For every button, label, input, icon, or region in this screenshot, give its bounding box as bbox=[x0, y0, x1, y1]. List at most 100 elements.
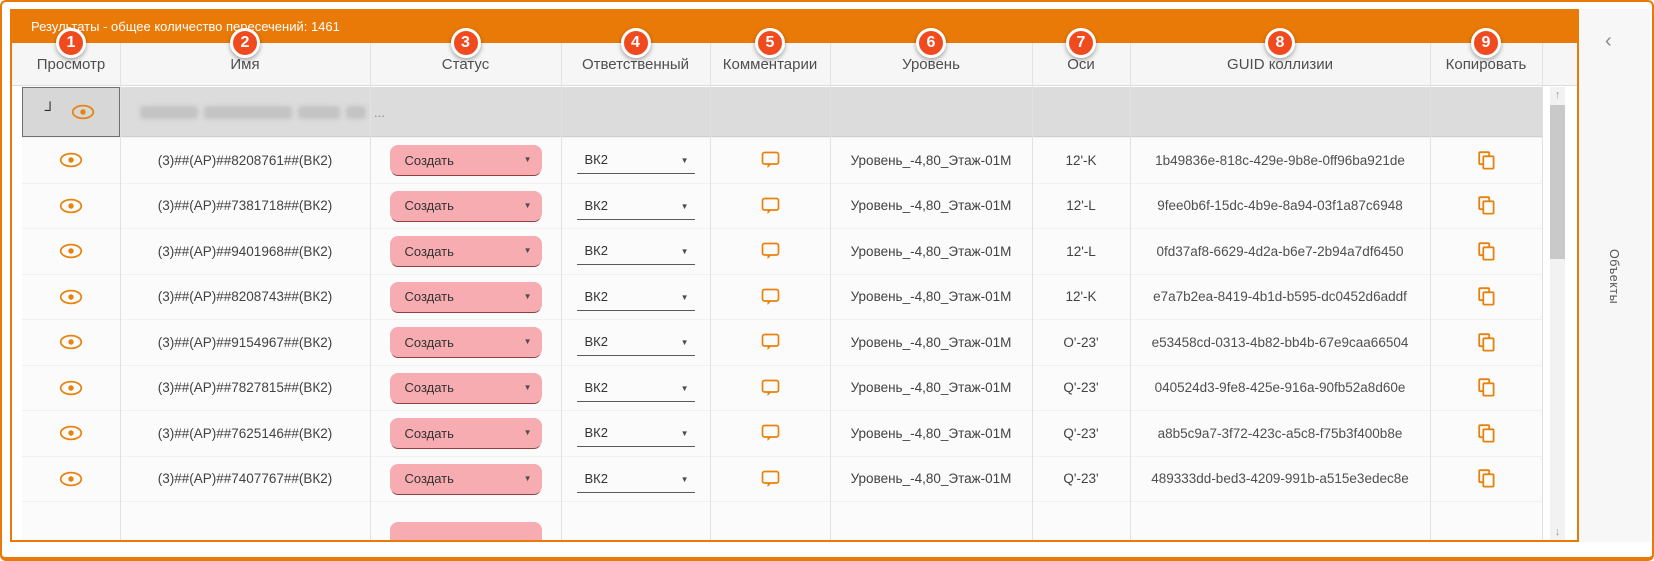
responsible-dropdown[interactable]: ВК2 ▼ bbox=[576, 374, 695, 402]
group-header-row-selected[interactable]: ┘... bbox=[22, 87, 1542, 137]
vertical-scrollbar[interactable]: ↑ ↓ bbox=[1550, 87, 1565, 540]
collapse-corner-icon[interactable]: ┘ bbox=[44, 101, 56, 119]
responsible-dropdown[interactable]: ВК2 ▼ bbox=[576, 237, 695, 266]
status-dropdown[interactable]: Создать ▼ bbox=[389, 463, 542, 494]
column-header-2[interactable]: Имя bbox=[230, 56, 260, 73]
comment-speech-bubble-icon[interactable] bbox=[759, 240, 782, 262]
axes-value: 12'-K bbox=[1065, 289, 1097, 305]
comment-speech-bubble-icon[interactable] bbox=[759, 331, 782, 353]
collision-guid: a8b5c9a7-3f72-423c-a5c8-f75b3f400b8e bbox=[1157, 425, 1403, 441]
comment-speech-bubble-icon[interactable] bbox=[759, 195, 782, 217]
level-value: Уровень_-4,80_Этаж-01М bbox=[850, 243, 1012, 259]
collision-row: (3)##(АР)##7381718##(ВК2) Создать ▼ ВК2 ▼ Уро… bbox=[22, 182, 1542, 228]
copy-icon[interactable] bbox=[1476, 376, 1497, 399]
scrollbar-thumb[interactable] bbox=[1550, 105, 1565, 259]
chevron-down-icon: ▼ bbox=[523, 291, 532, 301]
chevron-down-icon: ▼ bbox=[680, 201, 689, 211]
step-badge-2: 2 bbox=[230, 28, 260, 58]
status-dropdown[interactable]: Создать ▼ bbox=[389, 372, 542, 403]
eye-icon[interactable] bbox=[69, 102, 97, 122]
chevron-down-icon: ▼ bbox=[523, 155, 532, 165]
column-separator bbox=[1430, 43, 1431, 540]
view-eye-icon[interactable] bbox=[57, 423, 85, 443]
table-body: ┘... (3)##(АР)##8208761##(ВК2) Создать ▼ ВК2… bbox=[12, 87, 1577, 540]
axes-value: Q'-23' bbox=[1063, 425, 1099, 441]
column-header-7[interactable]: Оси bbox=[1067, 56, 1095, 73]
collision-guid: 0fd37af8-6629-4d2a-b6e7-2b94a7df6450 bbox=[1156, 243, 1404, 259]
column-header-4[interactable]: Ответственный bbox=[581, 56, 690, 73]
chevron-left-icon[interactable]: ‹ bbox=[1605, 30, 1612, 52]
column-header-1[interactable]: Просмотр bbox=[36, 56, 106, 73]
collision-row: (3)##(АР)##9154967##(ВК2) Создать ▼ ВК2 ▼ Уро… bbox=[22, 319, 1542, 365]
column-separator bbox=[561, 43, 562, 540]
status-dropdown[interactable]: Создать ▼ bbox=[389, 190, 542, 221]
responsible-dropdown[interactable]: ВК2 ▼ bbox=[576, 328, 695, 357]
chevron-down-icon: ▼ bbox=[680, 383, 689, 393]
column-separator bbox=[830, 43, 831, 540]
status-dropdown[interactable] bbox=[389, 522, 542, 540]
status-dropdown[interactable]: Создать ▼ bbox=[389, 236, 542, 267]
chevron-down-icon: ▼ bbox=[523, 200, 532, 210]
responsible-dropdown[interactable]: ВК2 ▼ bbox=[576, 146, 695, 175]
column-header-9[interactable]: Копировать bbox=[1445, 56, 1527, 73]
scroll-up-icon[interactable]: ↑ bbox=[1554, 89, 1561, 101]
view-eye-icon[interactable] bbox=[57, 332, 85, 352]
collision-guid: e7a7b2ea-8419-4b1d-b595-dc0452d6addf bbox=[1153, 289, 1407, 305]
view-eye-icon[interactable] bbox=[57, 196, 85, 216]
chevron-down-icon: ▼ bbox=[680, 247, 689, 257]
responsible-dropdown[interactable]: ВК2 ▼ bbox=[576, 465, 695, 493]
objects-side-panel[interactable]: ‹ Объекты bbox=[1579, 9, 1650, 542]
collision-row: (3)##(АР)##7827815##(ВК2) Создать ▼ ВК2 ▼ Уро… bbox=[22, 364, 1542, 410]
collision-row: (3)##(АР)##9401968##(ВК2) Создать ▼ ВК2 ▼ Уро… bbox=[22, 228, 1542, 274]
step-badge-7: 7 bbox=[1066, 28, 1096, 58]
level-value: Уровень_-4,80_Этаж-01М bbox=[850, 334, 1012, 350]
results-panel: Результаты - общее количество пересечени… bbox=[10, 9, 1579, 542]
status-dropdown[interactable]: Создать ▼ bbox=[389, 418, 542, 449]
status-dropdown[interactable]: Создать ▼ bbox=[389, 281, 542, 312]
step-badge-8: 8 bbox=[1265, 28, 1295, 58]
column-separator bbox=[120, 43, 121, 540]
column-header-6[interactable]: Уровень bbox=[902, 56, 960, 73]
chevron-down-icon: ▼ bbox=[523, 246, 532, 256]
view-eye-icon[interactable] bbox=[57, 150, 85, 170]
column-header-5[interactable]: Комментарии bbox=[722, 56, 818, 73]
collision-name: (3)##(АР)##9401968##(ВК2) bbox=[157, 243, 333, 259]
responsible-dropdown[interactable]: ВК2 ▼ bbox=[576, 283, 695, 311]
copy-icon[interactable] bbox=[1476, 331, 1497, 354]
axes-value: 12'-L bbox=[1066, 198, 1096, 214]
view-eye-icon[interactable] bbox=[57, 241, 85, 261]
column-header-8[interactable]: GUID коллизии bbox=[1227, 56, 1333, 73]
comment-speech-bubble-icon[interactable] bbox=[759, 422, 782, 444]
copy-icon[interactable] bbox=[1476, 467, 1497, 490]
chevron-down-icon: ▼ bbox=[523, 428, 532, 438]
status-dropdown[interactable]: Создать ▼ bbox=[389, 145, 542, 176]
view-eye-icon[interactable] bbox=[57, 287, 85, 307]
comment-speech-bubble-icon[interactable] bbox=[759, 468, 782, 490]
comment-speech-bubble-icon[interactable] bbox=[759, 377, 782, 399]
view-eye-icon[interactable] bbox=[57, 378, 85, 398]
collision-guid: 489333dd-bed3-4209-991b-a515e3edec8e bbox=[1151, 471, 1409, 487]
copy-icon[interactable] bbox=[1476, 194, 1497, 217]
step-badge-3: 3 bbox=[450, 28, 481, 58]
column-separator bbox=[1542, 43, 1543, 540]
selected-view-cell[interactable]: ┘ bbox=[22, 87, 120, 137]
copy-icon[interactable] bbox=[1476, 285, 1497, 308]
responsible-dropdown[interactable]: ВК2 ▼ bbox=[576, 192, 695, 220]
level-value: Уровень_-4,80_Этаж-01М bbox=[850, 425, 1012, 441]
responsible-dropdown[interactable]: ВК2 ▼ bbox=[576, 419, 695, 448]
view-eye-icon[interactable] bbox=[57, 469, 85, 489]
copy-icon[interactable] bbox=[1476, 149, 1497, 172]
level-value: Уровень_-4,80_Этаж-01М bbox=[850, 380, 1012, 396]
column-header-3[interactable]: Статус bbox=[441, 56, 490, 73]
scroll-down-icon[interactable]: ↓ bbox=[1554, 526, 1561, 538]
comment-speech-bubble-icon[interactable] bbox=[759, 286, 782, 308]
objects-panel-label[interactable]: Объекты bbox=[1607, 249, 1621, 305]
redacted-group-name: ... bbox=[140, 87, 385, 137]
copy-icon[interactable] bbox=[1476, 422, 1497, 445]
copy-icon[interactable] bbox=[1476, 240, 1497, 263]
chevron-down-icon: ▼ bbox=[680, 429, 689, 439]
status-dropdown[interactable]: Создать ▼ bbox=[389, 327, 542, 358]
collision-name: (3)##(АР)##7625146##(ВК2) bbox=[157, 425, 333, 441]
comment-speech-bubble-icon[interactable] bbox=[759, 149, 782, 171]
